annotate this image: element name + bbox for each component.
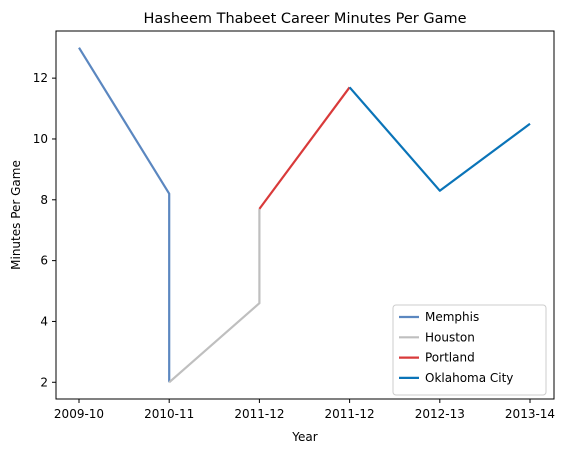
y-tick-label: 4 (40, 314, 48, 328)
y-tick-label: 12 (33, 71, 48, 85)
x-tick-label: 2013-14 (505, 407, 555, 421)
y-tick-label: 2 (40, 375, 48, 389)
x-tick-label: 2012-13 (415, 407, 465, 421)
x-tick-label: 2009-10 (54, 407, 104, 421)
chart-title: Hasheem Thabeet Career Minutes Per Game (143, 11, 466, 27)
series-line-houston (168, 208, 261, 384)
x-tick-label: 2010-11 (144, 407, 194, 421)
series-line-oklahoma-city (348, 86, 531, 192)
legend-box (392, 304, 547, 396)
y-axis-label: Minutes Per Game (9, 160, 23, 270)
legend-label: Portland (425, 351, 475, 365)
y-axis: 2 4 6 8 10 12 (33, 71, 56, 389)
y-tick-label: 8 (40, 193, 48, 207)
y-tick-label: 10 (33, 132, 48, 146)
series-line-portland (258, 86, 351, 210)
legend-label: Oklahoma City (425, 371, 513, 385)
x-axis: 2009-10 2010-11 2011-12 2011-12 2012-13 2013-… (54, 399, 555, 421)
y-tick-label: 6 (40, 254, 48, 268)
plot-frame (55, 30, 555, 400)
legend-label: Memphis (425, 310, 479, 324)
series-line-memphis (78, 47, 171, 383)
x-axis-label: Year (291, 430, 317, 444)
x-tick-label: 2011-12 (325, 407, 375, 421)
plot-lines (78, 47, 531, 384)
legend-label: Houston (425, 330, 475, 344)
x-tick-label: 2011-12 (234, 407, 284, 421)
legend: Memphis Houston Portland Oklahoma City (392, 304, 547, 396)
